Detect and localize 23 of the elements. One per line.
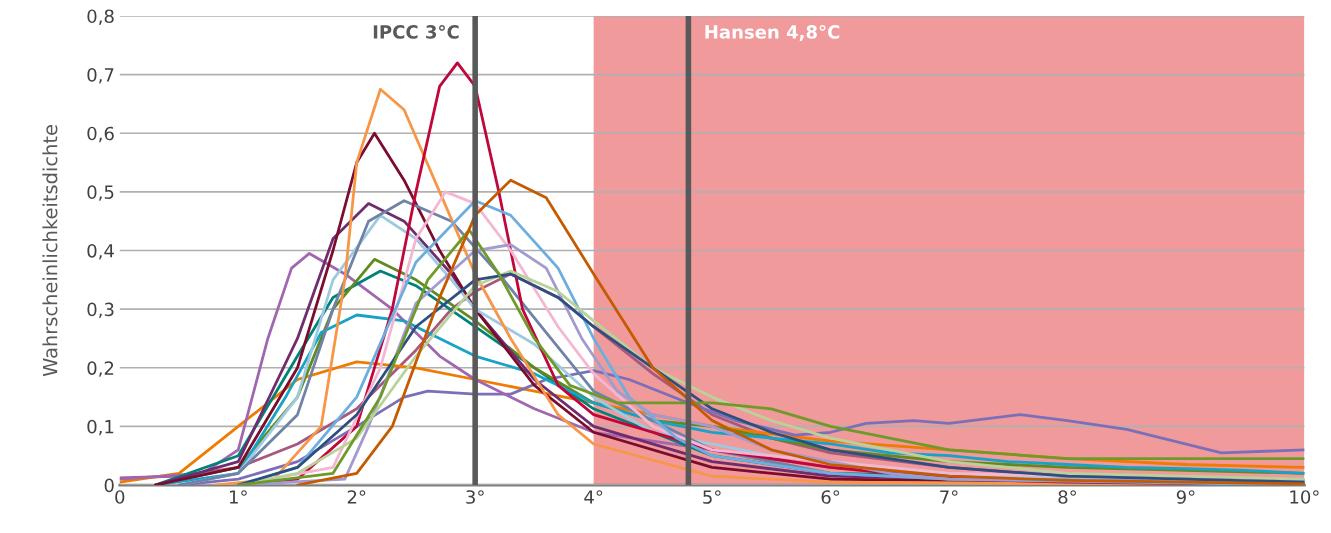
ref-line-label: IPCC 3°C: [373, 24, 459, 39]
y-tick-label: 0,6: [87, 126, 114, 143]
y-tick-label: 0,4: [87, 243, 114, 260]
ref-line-label: Hansen 4,8°C: [705, 24, 840, 42]
y-tick-label: 0,2: [87, 361, 114, 377]
x-tick-label: 4°: [584, 490, 603, 504]
x-tick-label: 10°: [1290, 490, 1319, 504]
y-axis-title: Wahrscheinlichkeitsdichte: [42, 125, 58, 377]
y-tick-label: 0,5: [87, 185, 114, 201]
x-tick-label: 5°: [703, 490, 721, 504]
x-tick-label: 2°: [347, 490, 366, 504]
x-tick-label: 1°: [229, 490, 247, 504]
y-tick-label: 0,3: [87, 302, 114, 319]
y-tick-label: 0: [104, 478, 114, 493]
y-tick-label: 0,1: [87, 419, 114, 436]
x-tick-label: 6°: [821, 490, 840, 504]
x-tick-label: 8°: [1058, 490, 1076, 504]
x-tick-label: 3°: [466, 490, 484, 504]
x-tick-label: 7°: [940, 490, 958, 504]
x-tick-label: 0: [115, 490, 125, 504]
x-tick-label: 9°: [1176, 490, 1195, 504]
y-tick-label: 0,7: [87, 68, 114, 84]
y-tick-label: 0,8: [87, 9, 114, 25]
